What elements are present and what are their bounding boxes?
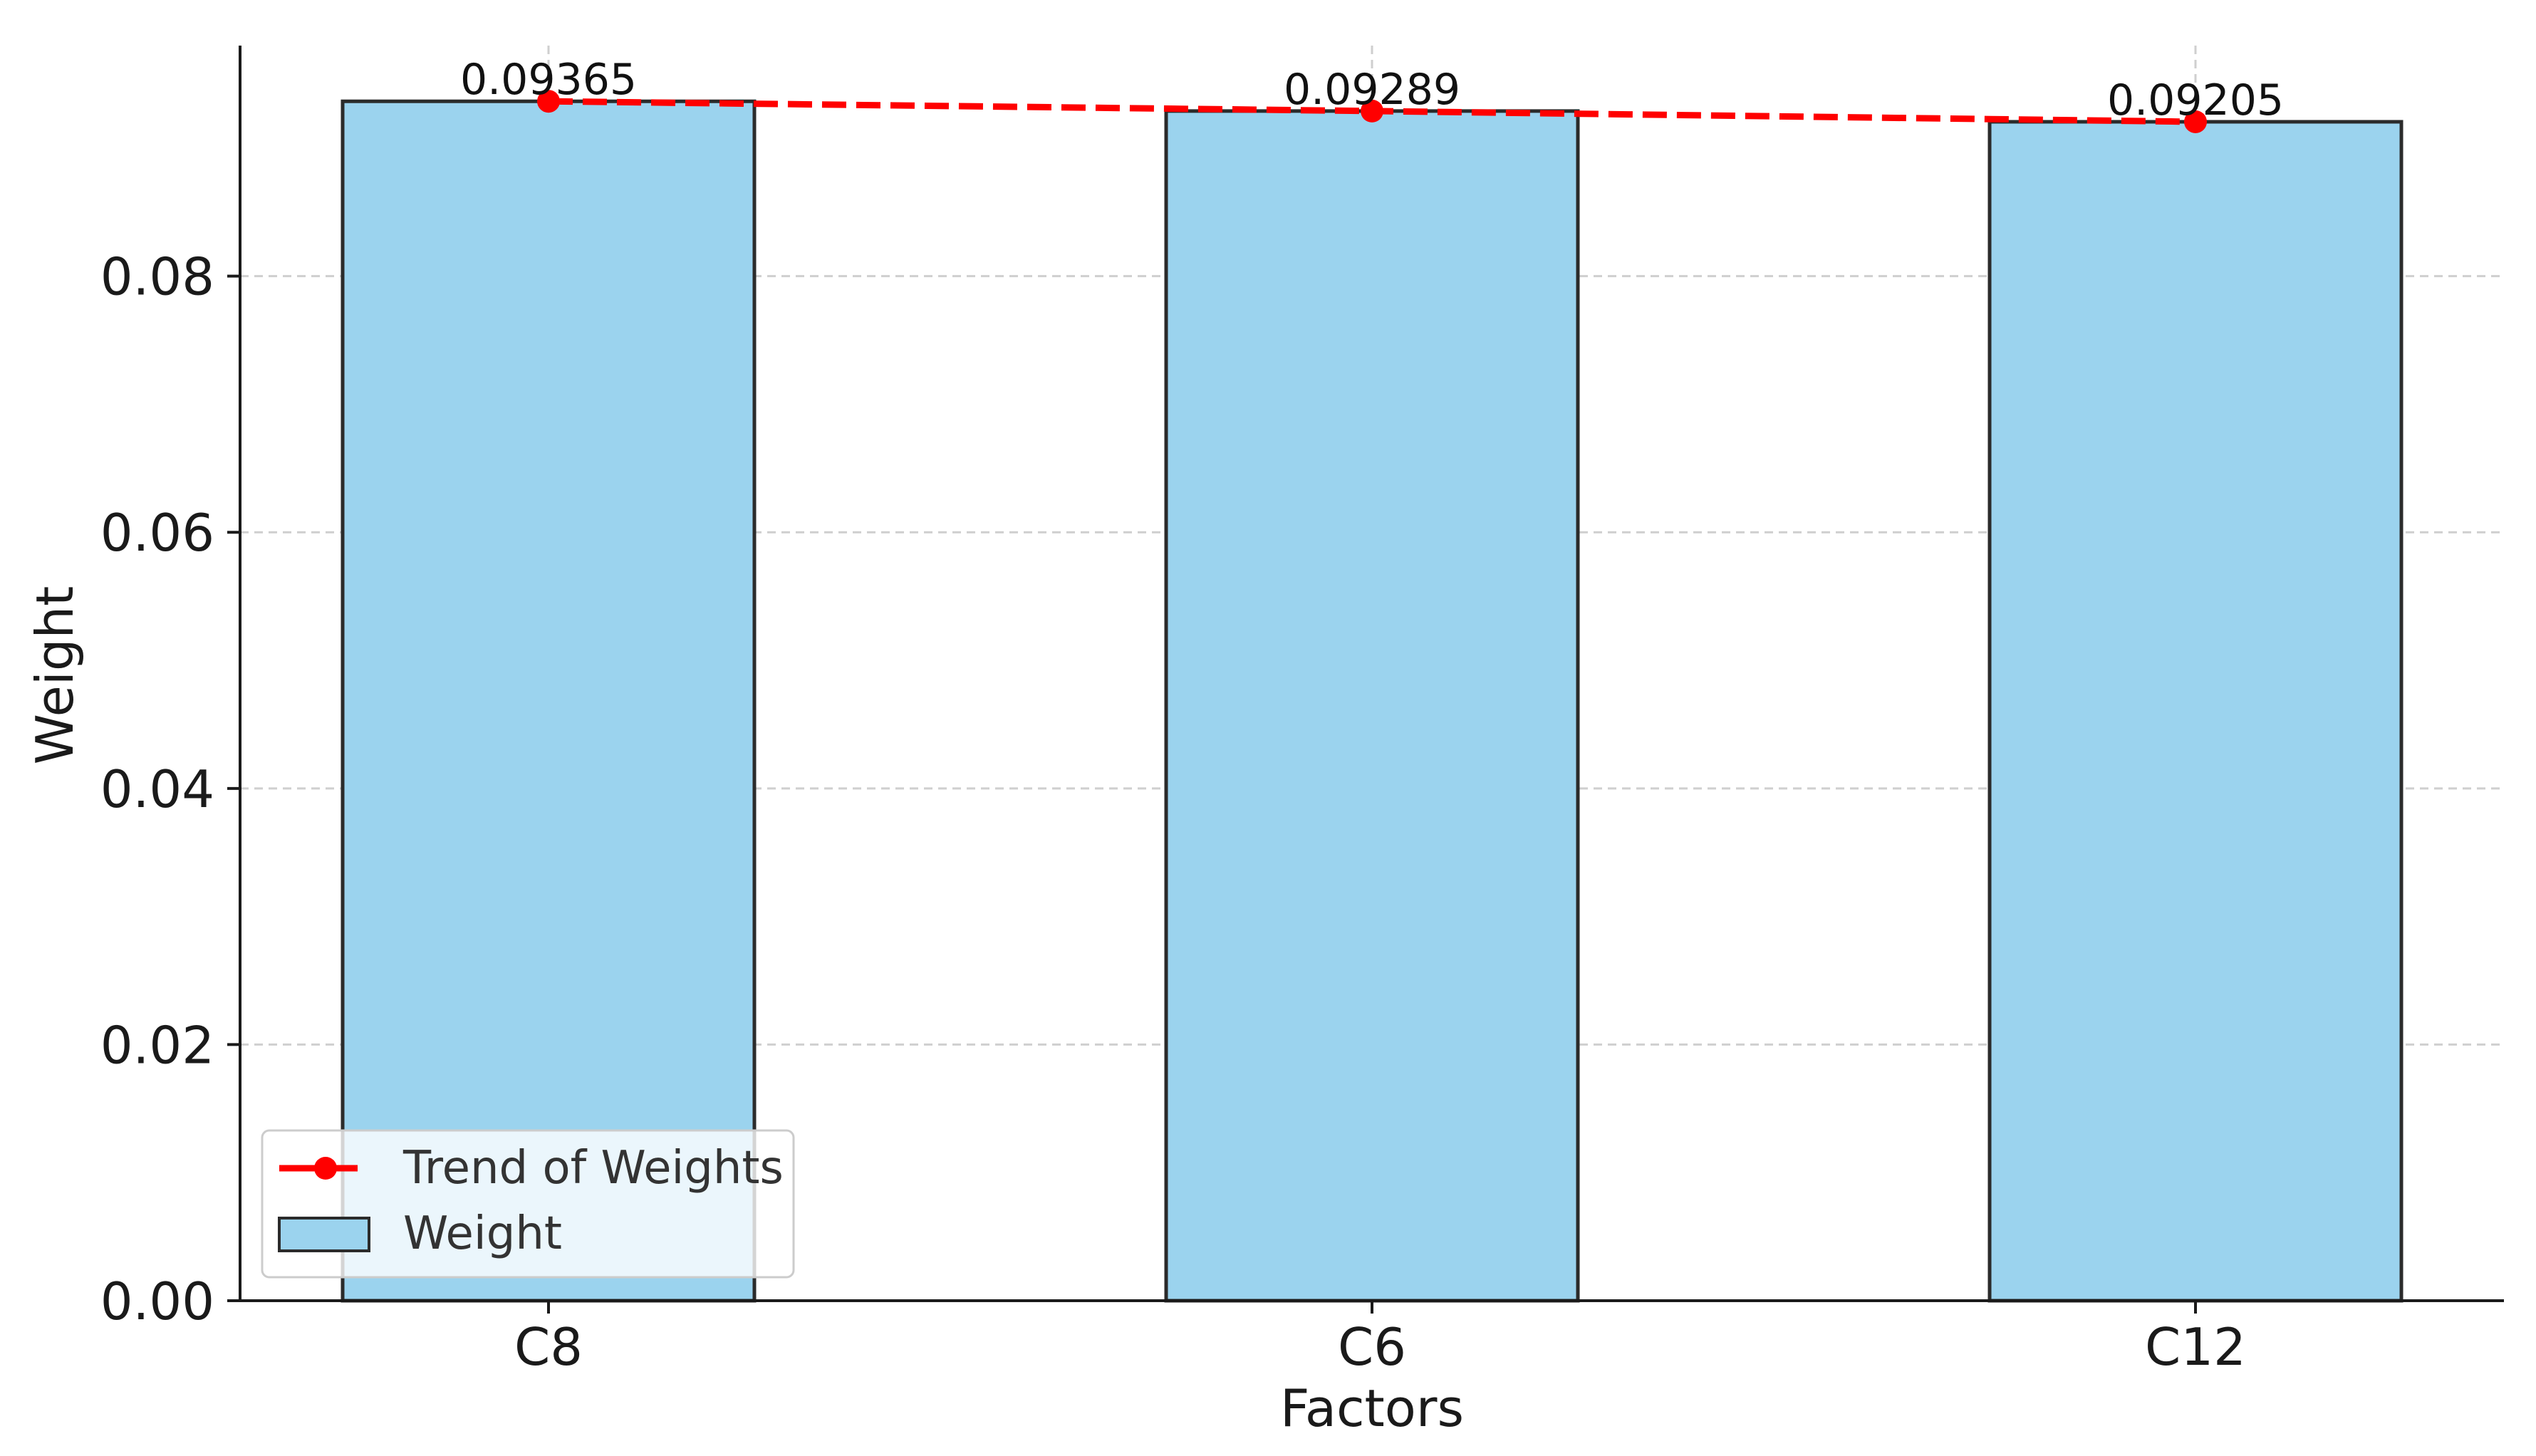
y-ticks: 0.00 0.02 0.04 0.06 0.08 (100, 247, 240, 1331)
y-tick-label: 0.04 (100, 759, 214, 819)
bar-c12 (1987, 120, 2404, 1303)
x-tick-label: C12 (2145, 1317, 2246, 1377)
bar-c8 (341, 99, 757, 1303)
bar-c6 (1164, 109, 1580, 1303)
x-ticks: C8 C6 C12 (514, 1301, 2246, 1377)
data-labels: 0.09365 0.09289 0.09205 (460, 55, 2284, 125)
y-tick-label: 0.02 (100, 1015, 214, 1075)
trend-point (2184, 110, 2207, 133)
y-tick-label: 0.00 (100, 1272, 214, 1331)
legend-weight-label: Weight (403, 1207, 562, 1260)
trend-point (537, 90, 560, 113)
y-tick-label: 0.08 (100, 247, 214, 307)
x-axis-title: Factors (1280, 1378, 1464, 1438)
legend-weight-swatch (278, 1217, 370, 1252)
x-tick-label: C6 (1338, 1317, 1406, 1377)
legend-trend-label: Trend of Weights (402, 1142, 784, 1195)
y-axis-title: Weight (25, 586, 85, 765)
data-label: 0.09205 (2107, 76, 2284, 125)
trend-point (1361, 99, 1383, 123)
x-tick-label: C8 (514, 1317, 583, 1377)
data-label: 0.09289 (1284, 65, 1460, 115)
legend-trend-swatch-marker (314, 1157, 337, 1180)
legend-box (261, 1129, 795, 1279)
bars (341, 99, 2404, 1303)
legend: Trend of Weights Weight (261, 1129, 795, 1279)
data-label: 0.09365 (460, 55, 637, 105)
trend-line (537, 90, 2207, 133)
y-tick-label: 0.06 (100, 503, 214, 563)
